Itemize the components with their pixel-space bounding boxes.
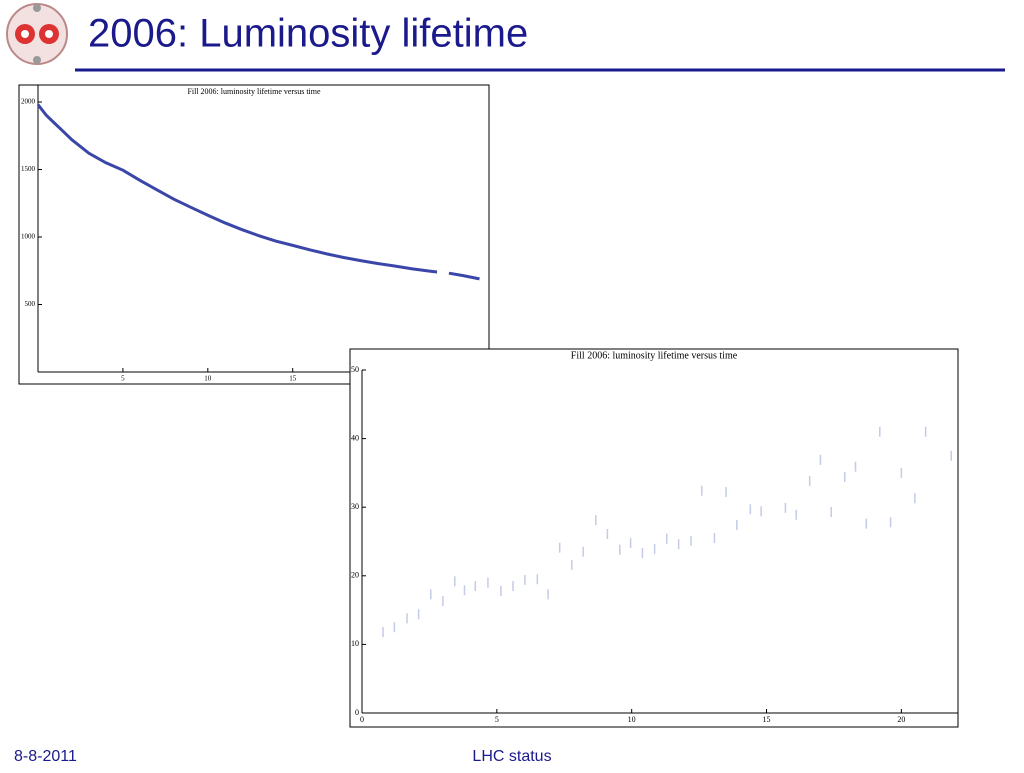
y-tick-label: 10: [351, 639, 359, 648]
y-tick-label: 0: [355, 708, 359, 717]
y-tick-label: 500: [25, 300, 36, 308]
x-tick-label: 5: [121, 375, 125, 383]
y-tick-label: 30: [351, 502, 359, 511]
x-tick-label: 10: [204, 375, 212, 383]
y-tick-label: 20: [351, 571, 359, 580]
chart-title: Fill 2006: luminosity lifetime versus ti…: [571, 350, 738, 361]
x-tick-label: 20: [897, 715, 905, 724]
chart: Fill 2006: luminosity lifetime versus ti…: [18, 84, 490, 385]
y-tick-label: 1000: [21, 233, 36, 241]
x-tick-label: 15: [763, 715, 771, 724]
y-tick-label: 50: [351, 365, 359, 374]
logo: [6, 3, 68, 65]
chart: Fill 2006: luminosity lifetime versus ti…: [349, 348, 959, 728]
y-tick-label: 40: [351, 433, 359, 442]
chart-frame: [349, 348, 959, 728]
y-tick-label: 1500: [21, 165, 36, 173]
slide-title: 2006: Luminosity lifetime: [88, 12, 528, 56]
x-tick-label: 10: [628, 715, 636, 724]
y-tick-label: 2000: [21, 98, 36, 106]
x-tick-label: 15: [289, 375, 297, 383]
x-tick-label: 5: [495, 715, 499, 724]
chart-title: Fill 2006: luminosity lifetime versus ti…: [187, 87, 321, 96]
footer-text: LHC status: [472, 748, 551, 765]
data-line: [36, 103, 480, 281]
footer-date: 8-8-2011: [14, 748, 77, 765]
x-tick-label: 0: [360, 715, 364, 724]
